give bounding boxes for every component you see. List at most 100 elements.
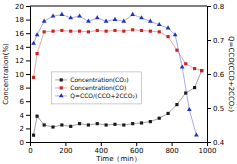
data-point: [86, 19, 91, 23]
data-point: [32, 76, 35, 79]
tick-label: 14: [15, 44, 24, 52]
data-point: [131, 28, 134, 31]
tick-mark: [26, 74, 30, 75]
tick-label: 1000: [199, 147, 217, 155]
tick-mark: [101, 142, 102, 146]
tick-mark: [172, 142, 173, 146]
y-axis: 02468101214161820: [15, 3, 30, 147]
tick: 0.4: [207, 139, 225, 147]
tick-label: 4: [20, 112, 25, 120]
data-point: [187, 107, 192, 111]
tick: 800: [165, 142, 178, 155]
data-point: [180, 64, 185, 68]
data-point: [51, 30, 54, 33]
data-point: [131, 122, 134, 125]
tick-label: 0.7: [213, 37, 224, 45]
data-point: [166, 112, 169, 115]
y2-axis: 0.40.50.60.70.8: [207, 3, 225, 147]
data-point: [68, 15, 73, 19]
data-point: [113, 123, 116, 126]
data-point: [104, 19, 109, 23]
data-point: [158, 117, 161, 120]
data-point: [140, 121, 143, 124]
tick-label: 0: [20, 139, 24, 147]
tick-mark: [26, 20, 30, 21]
data-point: [175, 103, 178, 106]
data-point: [200, 69, 203, 72]
legend-swatch: [59, 93, 64, 97]
data-point: [122, 30, 125, 33]
data-point: [51, 125, 54, 128]
data-point: [35, 52, 38, 55]
tick: 400: [95, 142, 108, 155]
tick-label: 12: [15, 57, 24, 65]
tick: 18: [15, 16, 30, 24]
data-point: [59, 12, 64, 16]
tick-label: 400: [95, 147, 108, 155]
data-point: [78, 122, 81, 125]
data-point: [31, 41, 36, 45]
series-line: [34, 71, 202, 136]
data-point: [158, 30, 161, 33]
data-point: [105, 123, 108, 126]
data-point: [140, 29, 143, 32]
data-point: [69, 125, 72, 128]
tick-mark: [26, 115, 30, 116]
tick: 0.5: [207, 105, 224, 113]
data-point: [173, 32, 178, 36]
data-point: [87, 123, 90, 126]
tick-mark: [136, 142, 137, 146]
legend-label: Concentration(CO): [70, 84, 126, 91]
data-point: [35, 32, 40, 36]
tick-label: 0.8: [213, 3, 224, 11]
tick: 600: [130, 142, 143, 155]
legend-swatch: [60, 78, 63, 81]
tick-mark: [207, 6, 211, 7]
series-line: [34, 15, 197, 136]
tick-label: 0.4: [213, 139, 225, 147]
legend: Concentration(CO₂)Concentration(CO)Q=CCO…: [51, 72, 141, 104]
axis-line: [31, 143, 208, 147]
data-point: [130, 12, 135, 16]
legend-box: [51, 72, 141, 104]
tick-label: 6: [20, 98, 25, 106]
tick: 200: [59, 142, 72, 155]
y2-axis-title: Q=CCO(CCO+2CCO₂): [227, 36, 235, 112]
data-point: [43, 123, 46, 126]
tick-label: 200: [59, 147, 72, 155]
tick-mark: [26, 33, 30, 34]
data-point: [149, 30, 152, 33]
axis-line: [208, 7, 212, 143]
tick-mark: [26, 60, 30, 61]
series-group: [31, 12, 203, 137]
tick-mark: [26, 101, 30, 102]
legend-item: Q=CCO/(CCO+2CCO₂): [55, 92, 137, 99]
legend-swatch: [60, 86, 63, 89]
data-point: [113, 29, 116, 32]
data-point: [184, 62, 187, 65]
tick-mark: [26, 47, 30, 48]
tick-mark: [26, 6, 30, 7]
tick: 16: [15, 30, 30, 38]
tick: 0: [28, 142, 32, 155]
tick: 14: [15, 44, 30, 52]
data-point: [69, 30, 72, 33]
data-point: [148, 19, 153, 23]
tick: 0: [20, 139, 30, 147]
tick-mark: [207, 40, 211, 41]
data-point: [77, 13, 82, 17]
data-point: [51, 13, 56, 17]
data-point: [149, 120, 152, 123]
tick: 2: [20, 125, 30, 133]
data-point: [43, 30, 46, 33]
data-point: [166, 35, 169, 38]
legend-label: Concentration(CO₂): [70, 76, 128, 83]
tick: 0.7: [207, 37, 224, 45]
series-line: [34, 30, 202, 78]
legend-item: Concentration(CO): [55, 84, 126, 91]
tick-label: 18: [15, 16, 24, 24]
legend-label: Q=CCO/(CCO+2CCO₂): [70, 92, 137, 99]
data-point: [87, 30, 90, 33]
tick-label: 20: [15, 3, 24, 11]
tick-label: 0.5: [213, 105, 224, 113]
